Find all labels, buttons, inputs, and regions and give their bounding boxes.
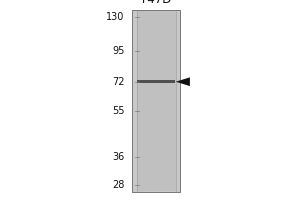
Text: 72: 72	[112, 77, 124, 87]
Text: 55: 55	[112, 106, 124, 116]
Polygon shape	[176, 77, 190, 86]
Bar	[132, 10, 180, 192]
Text: 36: 36	[112, 152, 124, 162]
Bar	[136, 11, 176, 191]
Text: 130: 130	[106, 12, 124, 22]
Text: 28: 28	[112, 180, 124, 190]
Bar	[137, 80, 175, 83]
Text: 95: 95	[112, 46, 124, 56]
Text: T47D: T47D	[140, 0, 172, 6]
